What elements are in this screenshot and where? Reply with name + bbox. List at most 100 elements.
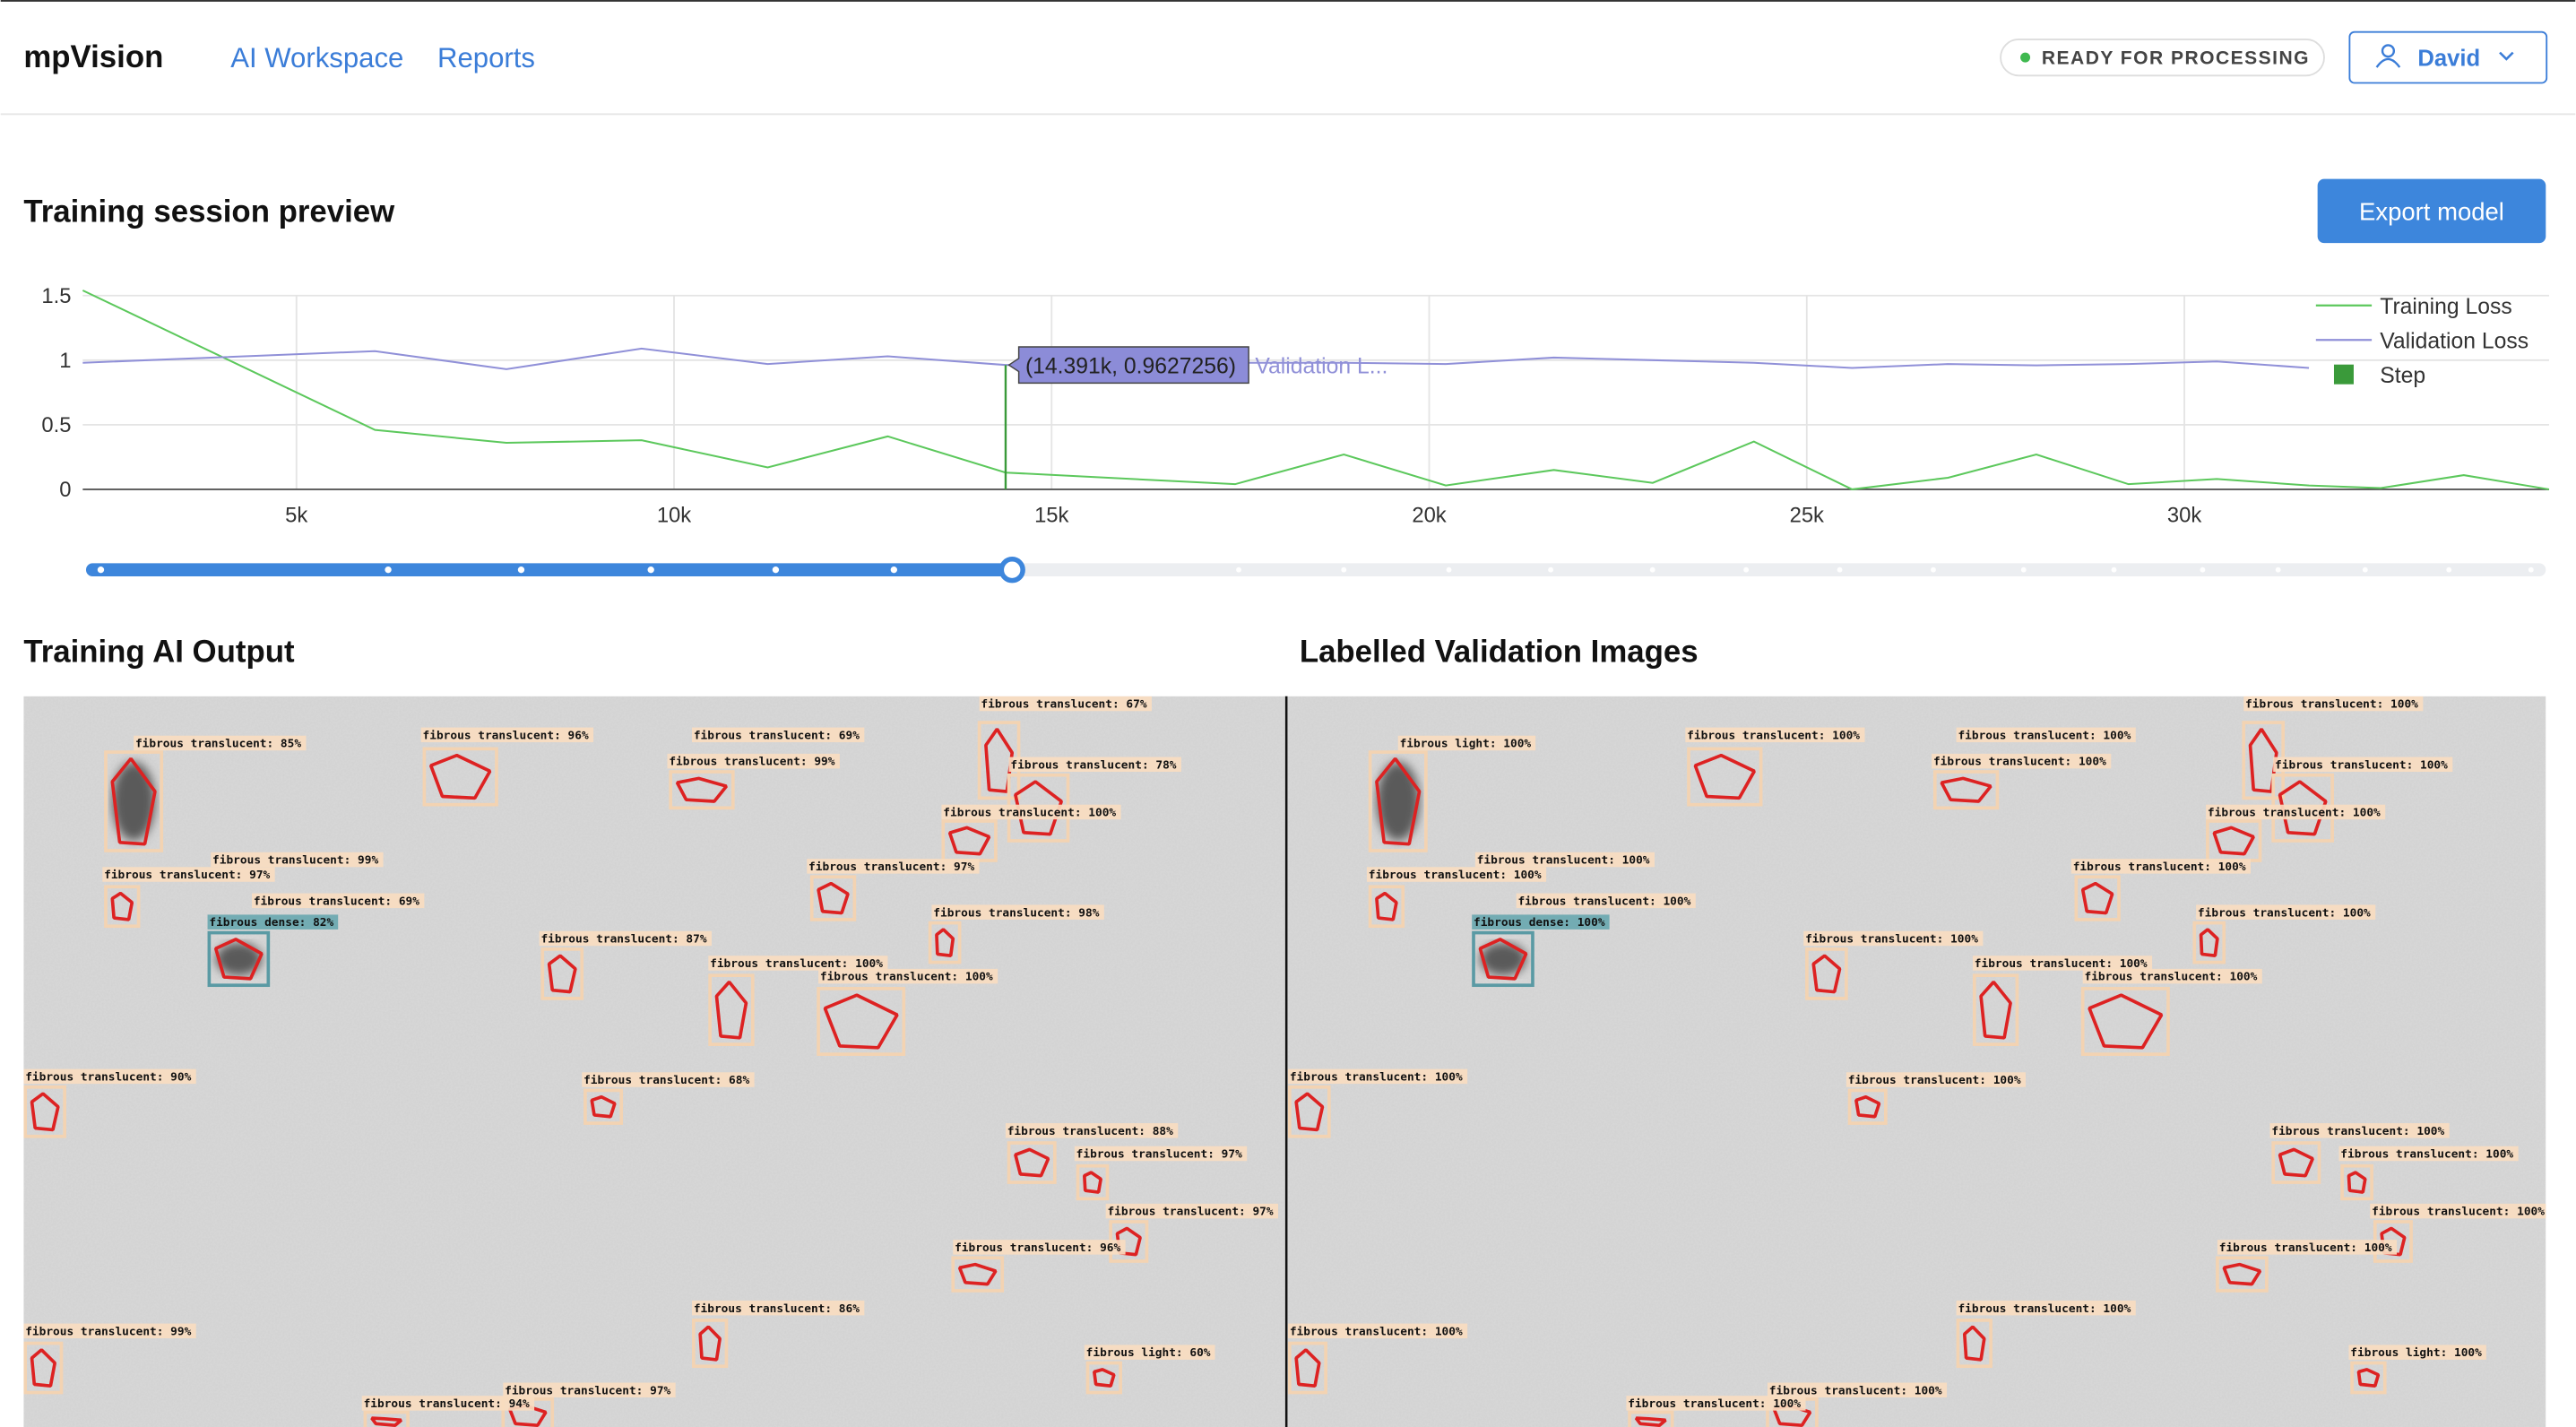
detection-box: [2216, 1256, 2269, 1293]
detection-label-bg: [1932, 753, 2112, 769]
detection-outline: [428, 754, 492, 800]
detection-label-bg: [931, 904, 1104, 920]
detection-outline: [2080, 881, 2114, 915]
detection-label-bg: [2196, 904, 2376, 920]
detection-label: fibrous translucent: 78%: [1010, 758, 1176, 772]
user-button[interactable]: [2348, 30, 2548, 84]
detection-label: fibrous translucent: 100%: [1369, 869, 1542, 882]
user-icon: [2381, 44, 2396, 58]
detection-outline: [547, 954, 577, 994]
detection-box: [104, 750, 164, 852]
detection-label-bg: [1956, 1300, 2136, 1316]
detection-outline: [1962, 1325, 1986, 1362]
detection-outline: [110, 757, 157, 846]
image-panel: fibrous light: 100% fibrous translucent: …: [1288, 696, 2546, 1427]
slider-knob: [998, 557, 1025, 584]
detection-box: [1076, 1163, 1110, 1201]
nav-link[interactable]: AI Workspace: [230, 42, 403, 74]
detection-label-bg: [2370, 1203, 2546, 1219]
detection-label: fibrous translucent: 90%: [25, 1070, 191, 1084]
detection-box: [951, 1256, 1005, 1293]
slider-dot: [1548, 566, 1554, 573]
detection-box: [207, 930, 271, 988]
slider-dot: [517, 566, 525, 574]
brand: mpVision: [23, 39, 163, 74]
specimen: [112, 762, 155, 841]
detection-box: [2340, 1163, 2373, 1201]
step-slider[interactable]: [85, 557, 2546, 584]
slider-dot: [1649, 566, 1655, 573]
detection-outline: [1294, 1348, 1321, 1388]
detection-label-bg: [691, 1300, 865, 1316]
detection-outline: [1634, 1416, 1667, 1427]
detection-label-bg: [2243, 696, 2424, 712]
detection-outline: [2222, 1262, 2262, 1286]
detection-label: fibrous translucent: 96%: [955, 1241, 1120, 1255]
legend-swatch: [2333, 364, 2354, 385]
detection-label: fibrous translucent: 97%: [1076, 1148, 1242, 1162]
detection-label: fibrous translucent: 100%: [1958, 729, 2131, 742]
image-panels: fibrous translucent: 85% fibrous transluc…: [23, 696, 2546, 1427]
detection-outline: [675, 776, 728, 803]
detection-label: fibrous translucent: 97%: [505, 1384, 670, 1397]
x-tick-label: 15k: [1034, 504, 1068, 528]
detection-outline: [30, 1348, 56, 1388]
y-tick-label: 0: [59, 478, 71, 502]
detection-label-bg: [1084, 1345, 1215, 1360]
detection-label-bg: [2269, 1123, 2450, 1138]
slider-dot: [2362, 566, 2368, 573]
detection-label: fibrous translucent: 100%: [2340, 1148, 2513, 1162]
detection-label-bg: [1288, 1323, 1468, 1339]
detection-label: fibrous translucent: 100%: [1290, 1325, 1463, 1338]
detection-label: fibrous translucent: 69%: [694, 729, 860, 742]
slider-dot: [1236, 566, 1241, 573]
detection-label-bg: [2217, 1240, 2398, 1255]
slider-dot: [1341, 566, 1347, 573]
detection-box: [1932, 770, 2000, 810]
detection-box: [1628, 1410, 1674, 1427]
detection-box: [2080, 987, 2170, 1056]
detection-label-bg: [1803, 930, 1984, 947]
detection-box: [2271, 1141, 2321, 1184]
detection-label-bg: [1005, 1123, 1179, 1138]
export-button[interactable]: [2317, 178, 2546, 244]
legend-label: Training Loss: [2380, 295, 2511, 319]
detection-label: fibrous translucent: 98%: [933, 906, 1099, 920]
detection-label-bg: [1074, 1146, 1248, 1162]
status-text: READY FOR PROCESSING: [2042, 48, 2310, 68]
image-panel: fibrous translucent: 85% fibrous transluc…: [23, 696, 1285, 1427]
detection-box: [23, 1341, 64, 1395]
detection-box: [422, 747, 498, 807]
detection-label: fibrous translucent: 100%: [1687, 729, 1860, 742]
detection-label-bg: [979, 696, 1152, 712]
detection-label: fibrous translucent: 100%: [2219, 1241, 2392, 1255]
detection-box: [1687, 747, 1763, 807]
detection-outline: [2248, 728, 2278, 793]
panel-title: Training AI Output: [23, 634, 295, 669]
nav-link[interactable]: Reports: [437, 42, 535, 74]
y-tick-label: 1: [59, 349, 71, 373]
detection-label: fibrous light: 60%: [1086, 1346, 1211, 1360]
detection-box: [708, 973, 755, 1046]
detection-label-bg: [1767, 1382, 1948, 1398]
detection-outline: [1854, 1095, 1881, 1119]
specimen: [1480, 942, 1526, 976]
tooltip-series: Validation L...: [1255, 354, 1387, 378]
detection-label-bg: [1288, 1068, 1468, 1085]
detection-label-bg: [1956, 727, 2136, 743]
detection-label-bg: [539, 930, 712, 947]
detection-outline: [698, 1325, 722, 1362]
detection-outline: [1940, 776, 1993, 803]
x-tick-label: 25k: [1790, 504, 1824, 528]
tooltip-box: [1007, 346, 1249, 385]
detection-label: fibrous translucent: 100%: [820, 971, 993, 984]
detection-label: fibrous translucent: 99%: [25, 1325, 191, 1338]
x-tick-label: 20k: [1412, 504, 1446, 528]
detection-label-bg: [1474, 852, 1655, 868]
detection-label-bg: [1626, 1396, 1806, 1411]
detection-label: fibrous translucent: 100%: [2073, 861, 2246, 874]
user-name: David: [2417, 46, 2480, 71]
detection-outline: [2199, 928, 2219, 958]
detection-label: fibrous translucent: 100%: [1848, 1074, 2021, 1087]
